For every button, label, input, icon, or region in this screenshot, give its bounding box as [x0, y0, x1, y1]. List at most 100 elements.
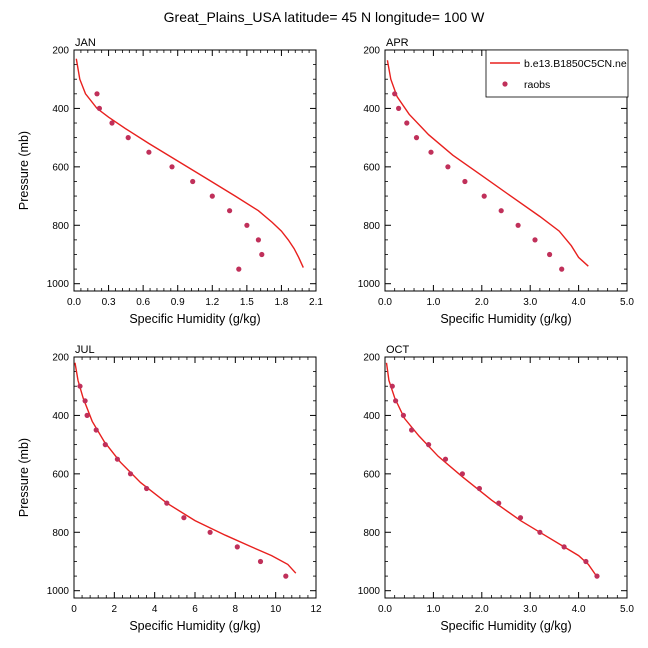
- raobs-point: [244, 222, 250, 228]
- raobs-point: [445, 164, 451, 170]
- raobs-point: [413, 135, 420, 141]
- raobs-point: [583, 558, 589, 565]
- panels: 0.0 0.3 0.6 0.9 1.2 1.5 1.8 2.12004006008001000…: [17, 37, 634, 633]
- x-tick-label: 0.9: [171, 297, 185, 308]
- y-tick-label: 1000: [47, 279, 70, 290]
- raobs-point: [146, 149, 152, 155]
- raobs-point: [109, 120, 115, 126]
- x-tick-label: 5.0: [620, 297, 634, 308]
- raobs-point: [537, 529, 543, 535]
- x-tick-label: 4.0: [572, 297, 586, 308]
- raobs-point: [125, 135, 131, 141]
- raobs-point: [102, 442, 108, 448]
- x-tick-label: 0.0: [378, 297, 392, 308]
- panel-label: OCT: [386, 344, 410, 356]
- x-axis-label: Specific Humidity (g/kg): [129, 312, 260, 326]
- raobs-point: [442, 456, 449, 462]
- raobs-point: [404, 120, 410, 126]
- panel-label: JUL: [75, 344, 95, 356]
- raobs-point: [77, 383, 83, 389]
- raobs-point: [144, 485, 150, 492]
- plot-frame: [73, 49, 317, 292]
- plot-frame: [73, 356, 317, 599]
- raobs-point: [227, 208, 233, 214]
- x-tick-label: 3.0: [523, 297, 537, 308]
- raobs-point: [94, 91, 100, 97]
- raobs-point: [594, 573, 600, 579]
- legend-line-label: b.e13.B1850C5CN.ne: [524, 58, 627, 70]
- raobs-point: [96, 105, 102, 111]
- raobs-point: [561, 544, 567, 550]
- raobs-point: [393, 398, 399, 404]
- x-tick-label: 12: [310, 604, 322, 615]
- raobs-point: [532, 237, 538, 243]
- x-axis-label: Specific Humidity (g/kg): [129, 619, 260, 633]
- raobs-point: [164, 500, 170, 506]
- raobs-point: [190, 178, 196, 185]
- raobs-point: [127, 471, 134, 477]
- x-axis-label: Specific Humidity (g/kg): [440, 312, 571, 326]
- raobs-point: [283, 573, 289, 579]
- x-tick-label: 2.0: [475, 297, 489, 308]
- raobs-point: [396, 105, 402, 111]
- y-tick-label: 200: [363, 353, 380, 364]
- y-tick-label: 400: [52, 104, 69, 115]
- raobs-point: [255, 237, 261, 243]
- y-tick-label: 1000: [358, 279, 381, 290]
- raobs-point: [498, 208, 504, 214]
- panel-label: JAN: [75, 37, 96, 49]
- model-line: [386, 60, 589, 267]
- y-tick-label: 800: [52, 528, 69, 539]
- x-tick-label: 3.0: [523, 604, 537, 615]
- x-tick-label: 2.0: [475, 604, 489, 615]
- raobs-point: [547, 251, 553, 258]
- legend-box: [485, 49, 629, 98]
- panel-oct: 0.0 1.0 2.0 3.0 4.0 5.0 200 400 600 800 1000 OCT Spe…: [358, 344, 635, 633]
- x-axis-label: Specific Humidity (g/kg): [440, 619, 571, 633]
- raobs-point: [209, 193, 215, 199]
- x-tick-label: 1.2: [205, 297, 219, 308]
- y-tick-label: 600: [52, 162, 69, 173]
- x-tick-label: 4.0: [572, 604, 586, 615]
- legend: b.e13.B1850C5CN.ne raobs: [485, 49, 629, 98]
- x-tick-label: 0.6: [136, 297, 150, 308]
- raobs-point: [257, 558, 264, 565]
- x-tick-label: 2: [112, 604, 118, 615]
- panel-label: APR: [386, 37, 409, 49]
- raobs-point: [234, 544, 240, 550]
- raobs-point: [236, 266, 242, 272]
- x-tick-label: 1.0: [426, 297, 440, 308]
- raobs-point: [169, 164, 175, 170]
- model-line: [385, 362, 597, 576]
- raobs-point: [400, 412, 406, 418]
- raobs-point: [389, 383, 395, 389]
- x-tick-label: 1.5: [240, 297, 254, 308]
- x-tick-label: 4: [152, 604, 158, 615]
- y-tick-label: 600: [363, 469, 380, 480]
- plot-frame: [384, 356, 628, 599]
- x-tick-label: 5.0: [620, 604, 634, 615]
- y-tick-label: 200: [52, 46, 69, 57]
- y-tick-label: 200: [363, 46, 380, 57]
- x-tick-label: 10: [270, 604, 282, 615]
- raobs-point: [84, 412, 90, 418]
- x-tick-label: 1.0: [426, 604, 440, 615]
- y-tick-label: 400: [363, 411, 380, 422]
- y-tick-label: 1000: [47, 586, 70, 597]
- raobs-point: [559, 266, 565, 272]
- raobs-point: [392, 91, 398, 97]
- raobs-point: [517, 515, 524, 521]
- raobs-point: [428, 149, 434, 155]
- y-tick-label: 600: [52, 469, 69, 480]
- raobs-point: [426, 442, 432, 448]
- y-tick-label: 800: [363, 528, 380, 539]
- raobs-point: [82, 398, 88, 404]
- raobs-point: [114, 456, 120, 462]
- raobs-point: [496, 500, 502, 506]
- raobs-point: [476, 485, 482, 492]
- model-line: [74, 362, 297, 574]
- raobs-point: [93, 427, 99, 433]
- panel-jan: 0.0 0.3 0.6 0.9 1.2 1.5 1.8 2.1 200 400 600 800 1000…: [17, 37, 323, 326]
- legend-marker-label: raobs: [524, 79, 550, 91]
- x-tick-label: 2.1: [309, 297, 323, 308]
